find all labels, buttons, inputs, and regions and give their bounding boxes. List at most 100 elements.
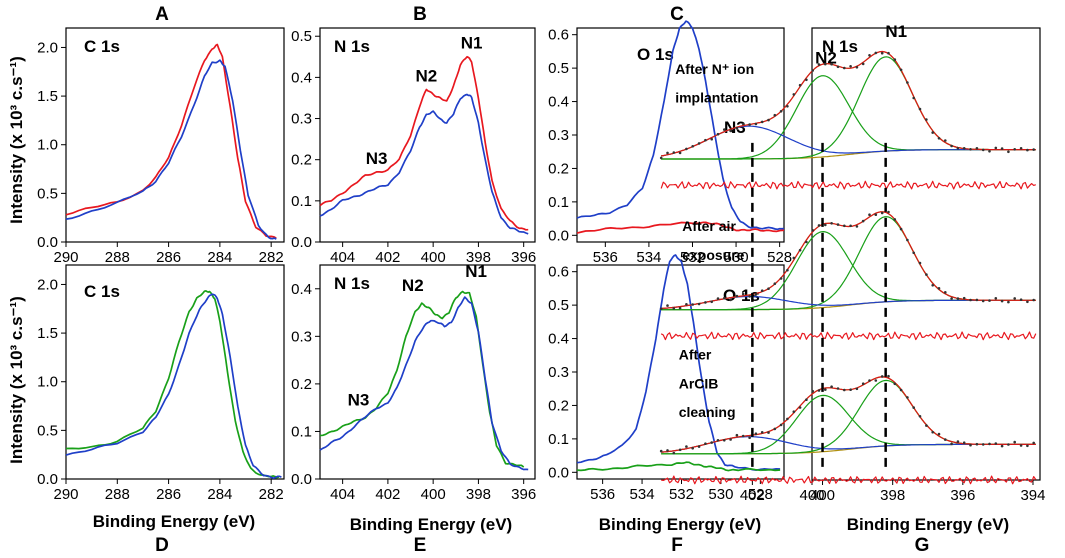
series-line-b-red xyxy=(319,55,529,231)
panel-letter-c: C xyxy=(670,4,684,25)
data-point xyxy=(944,438,947,441)
data-point xyxy=(672,307,676,310)
data-point xyxy=(981,148,985,152)
data-point xyxy=(1007,443,1010,446)
data-point xyxy=(786,105,789,108)
panel-title-c: O 1s xyxy=(637,45,674,64)
data-point xyxy=(861,382,865,386)
series-line-f-blue xyxy=(576,254,781,471)
data-point xyxy=(779,277,783,280)
data-point xyxy=(767,118,770,122)
data-point xyxy=(798,248,802,252)
data-point xyxy=(741,122,745,126)
panel-title-g: N 1s xyxy=(822,37,858,56)
condition-label: After N⁺ ion xyxy=(675,61,754,77)
data-point xyxy=(899,68,903,72)
y-tick-label-a: 0.5 xyxy=(37,185,58,202)
peak-label-b-n3: N3 xyxy=(366,149,388,168)
y-tick-label-e: 0.0 xyxy=(291,471,312,488)
panel-letter-e: E xyxy=(414,535,427,556)
x-tick-label-b: 396 xyxy=(511,249,536,266)
data-point xyxy=(729,438,732,441)
data-point xyxy=(906,238,909,242)
data-point xyxy=(906,81,909,84)
data-point xyxy=(843,66,846,70)
panel-d: 290 288 286 284 282 0.0 0.5 1.0 1.5 2.0 C 1s xyxy=(37,264,285,503)
data-point xyxy=(1019,147,1023,150)
x-tick-label-f: 534 xyxy=(630,486,655,503)
data-point xyxy=(697,142,701,145)
y-tick-label-a: 1.5 xyxy=(37,88,58,105)
fit-line-0 xyxy=(661,50,1036,157)
data-point xyxy=(937,432,941,436)
data-point xyxy=(786,268,789,272)
data-point xyxy=(988,150,991,153)
data-point xyxy=(1007,150,1010,154)
data-point xyxy=(704,138,707,142)
data-point xyxy=(811,389,814,393)
data-point xyxy=(912,406,915,409)
x-tick-label-e: 400 xyxy=(421,486,446,503)
x-tick-label-c: 536 xyxy=(593,249,618,266)
data-point xyxy=(855,66,859,69)
plot-frame-d xyxy=(65,264,285,480)
data-point xyxy=(874,213,878,216)
condition-label: After air xyxy=(682,218,736,234)
data-point xyxy=(830,62,833,66)
data-point xyxy=(824,62,827,66)
data-point xyxy=(678,306,682,310)
data-point xyxy=(836,65,840,69)
data-point xyxy=(956,297,960,300)
data-point xyxy=(849,65,852,68)
series-line-c-red xyxy=(576,221,785,234)
data-point xyxy=(710,137,713,141)
y-tick-label-c: 0.3 xyxy=(548,127,569,144)
data-point xyxy=(1000,444,1004,448)
data-point xyxy=(805,78,808,82)
data-point xyxy=(880,51,884,55)
data-point xyxy=(937,287,941,290)
data-point xyxy=(767,431,770,434)
y-tick-label-c: 0.5 xyxy=(548,60,569,77)
y-tick-label-b: 0.4 xyxy=(291,69,312,86)
data-point xyxy=(666,304,669,307)
data-point xyxy=(691,303,694,306)
data-point xyxy=(716,297,720,300)
data-point xyxy=(843,224,846,228)
data-point xyxy=(659,449,663,453)
peak-label-b-n1: N1 xyxy=(461,34,483,53)
data-point xyxy=(735,294,739,298)
y-tick-label-a: 0.0 xyxy=(37,234,58,251)
data-point xyxy=(918,261,922,265)
x-tick-label-a: 284 xyxy=(207,249,232,266)
data-point xyxy=(741,292,745,296)
x-tick-label-e: 398 xyxy=(466,486,491,503)
x-tick-label-g: 396 xyxy=(950,487,975,504)
plot-frame-a xyxy=(65,27,285,243)
x-axis-label-g: Binding Energy (eV) xyxy=(847,515,1009,534)
data-point xyxy=(1013,297,1016,300)
data-point xyxy=(969,443,972,447)
data-point xyxy=(944,291,947,294)
data-point xyxy=(861,219,865,223)
data-point xyxy=(767,287,770,291)
x-tick-label-g: 398 xyxy=(880,487,905,504)
x-tick-label-e: 404 xyxy=(330,486,355,503)
data-point xyxy=(855,225,859,228)
panel-title-b: N 1s xyxy=(334,37,370,56)
y-tick-label-f: 0.1 xyxy=(548,431,569,448)
data-point xyxy=(1000,299,1004,303)
panel-c: 536 534 532 530 528 0.0 0.1 0.2 0.3 0.4 0.5 0.6 O 1s xyxy=(548,20,792,266)
series-line-a-blue xyxy=(65,59,277,240)
data-point xyxy=(748,123,751,126)
x-axis-label-f: Binding Energy (eV) xyxy=(599,515,761,534)
data-point xyxy=(792,256,796,260)
x-tick-label-g: 400 xyxy=(799,487,824,504)
data-point xyxy=(1032,298,1035,302)
series-line-f-green xyxy=(576,461,781,472)
y-axis-label-bottom: Intensity (x 10³ c.s⁻¹) xyxy=(7,296,26,464)
data-point xyxy=(849,224,852,228)
plot-area: 290 288 286 284 282 0.0 0.5 1.0 1.5 2.0 C 1s 404 402… xyxy=(37,20,1046,504)
